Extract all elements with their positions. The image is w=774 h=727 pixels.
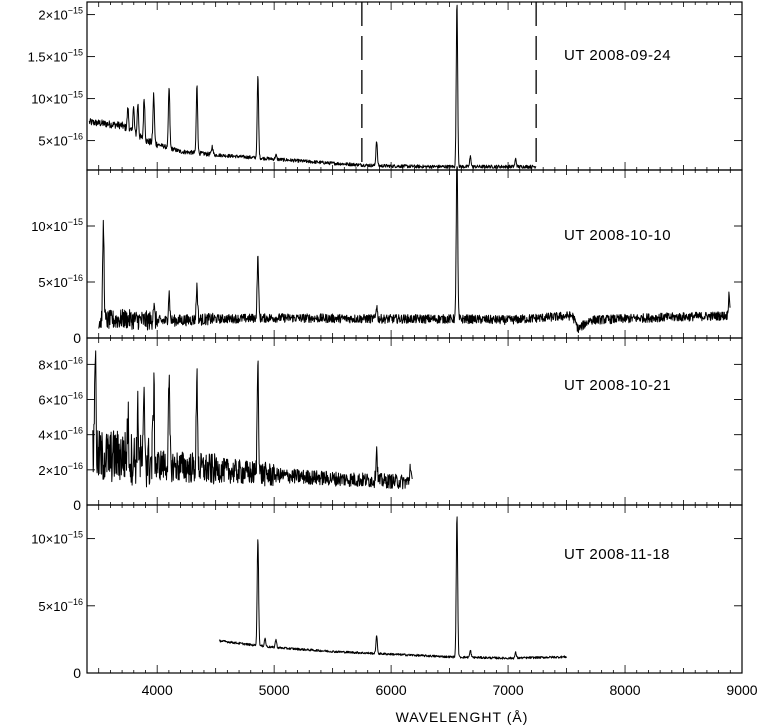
y-tick-label: 2×10−15 bbox=[38, 6, 83, 23]
panel-frame bbox=[86, 1, 743, 171]
x-tick-label: 6000 bbox=[376, 682, 407, 698]
panel-frame bbox=[86, 337, 743, 506]
x-tick-label: 9000 bbox=[726, 682, 757, 698]
panel-annotation: UT 2008-10-21 bbox=[564, 377, 671, 394]
y-tick-label: 10×10−15 bbox=[31, 90, 83, 107]
y-tick-label: 8×10−16 bbox=[38, 355, 83, 372]
x-tick-label: 7000 bbox=[492, 682, 523, 698]
panel-frame bbox=[86, 169, 743, 339]
panel-frame bbox=[86, 504, 743, 674]
panel-2: 5×10−16 10×10−15 0 UT 2008-10-10 bbox=[31, 166, 743, 346]
panels-layer: 5×10−16 10×10−15 1.5×10−15 2×10−15 UT 2008-0… bbox=[28, 1, 743, 681]
y-tick-label-zero: 0 bbox=[73, 497, 81, 513]
panel-annotation: UT 2008-10-10 bbox=[564, 227, 671, 244]
y-tick-label: 1.5×10−15 bbox=[28, 48, 83, 65]
spectrum-line bbox=[98, 166, 731, 334]
panel-1: 5×10−16 10×10−15 1.5×10−15 2×10−15 UT 2008-0… bbox=[28, 1, 743, 171]
spectrum-line bbox=[92, 350, 413, 490]
x-tick-label: 5000 bbox=[259, 682, 290, 698]
y-tick-label-zero: 0 bbox=[73, 330, 81, 346]
y-tick-label-zero: 0 bbox=[73, 665, 81, 681]
y-tick-label: 5×10−16 bbox=[38, 273, 83, 290]
y-tick-label: 4×10−16 bbox=[38, 426, 83, 443]
y-tick-label: 10×10−15 bbox=[31, 217, 83, 234]
spectrum-line bbox=[88, 4, 537, 169]
panel-3: 2×10−16 4×10−16 6×10−16 8×10−16 0 UT 2008-10-… bbox=[38, 337, 743, 513]
panel-annotation: UT 2008-11-18 bbox=[564, 546, 670, 563]
x-axis-label: WAVELENGHT (Å) bbox=[396, 709, 529, 725]
y-tick-label: 2×10−16 bbox=[38, 461, 83, 478]
y-tick-label: 5×10−16 bbox=[38, 132, 83, 149]
x-axis: 4000 5000 6000 7000 8000 9000 bbox=[142, 682, 758, 698]
y-tick-label: 5×10−16 bbox=[38, 597, 83, 614]
x-tick-label: 8000 bbox=[609, 682, 640, 698]
panel-4: 5×10−16 10×10−15 0 UT 2008-11-18 bbox=[31, 504, 743, 681]
panel-annotation: UT 2008-09-24 bbox=[564, 47, 671, 64]
y-tick-label: 10×10−15 bbox=[31, 530, 83, 547]
y-tick-label: 6×10−16 bbox=[38, 391, 83, 408]
spectrum-line bbox=[218, 516, 568, 660]
x-tick-label: 4000 bbox=[142, 682, 173, 698]
